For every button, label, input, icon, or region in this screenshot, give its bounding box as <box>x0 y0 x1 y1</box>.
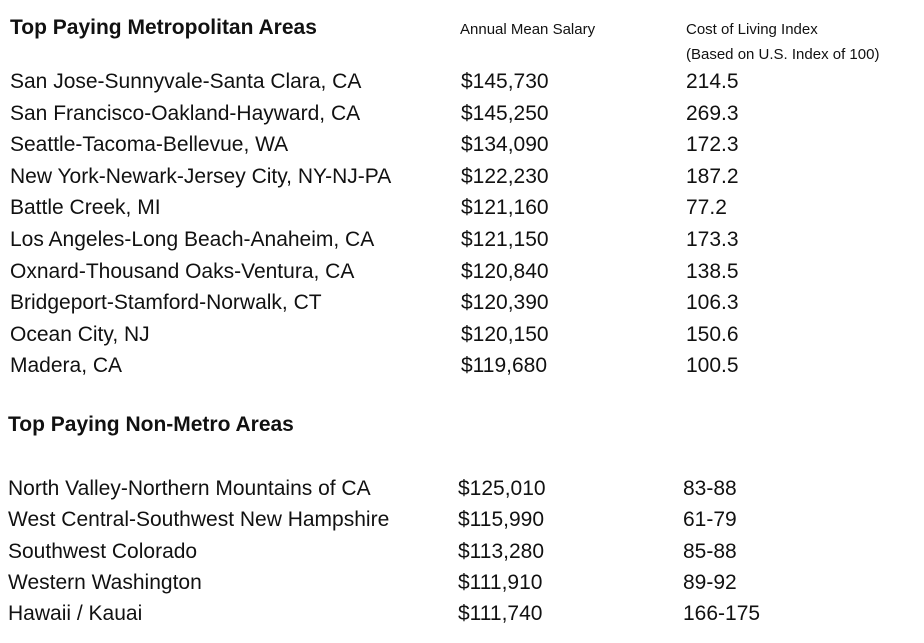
salary: $113,280 <box>458 539 545 563</box>
column-header: Cost of Living Index <box>686 21 818 38</box>
cost-index: 83-88 <box>683 477 737 500</box>
cost-index: 89-92 <box>683 570 737 594</box>
column-note: (Based on U.S. Index of 100) <box>686 46 880 63</box>
area-name: West Central-Southwest New Hampshire <box>8 508 390 532</box>
salary: $119,680 <box>461 354 548 378</box>
cost-index: 214.5 <box>686 70 739 93</box>
area-name: San Francisco-Oakland-Hayward, CA <box>10 101 361 125</box>
salary: $120,150 <box>461 322 549 346</box>
cost-index: 100.5 <box>686 354 739 378</box>
area-name: Seattle-Tacoma-Bellevue, WA <box>10 133 289 157</box>
cost-index: 150.6 <box>686 322 739 346</box>
area-name: Los Angeles-Long Beach-Anaheim, CA <box>10 228 375 251</box>
cost-index: 138.5 <box>686 259 739 283</box>
salary: $111,740 <box>458 602 543 626</box>
cost-index: 61-79 <box>683 508 737 532</box>
cost-index: 172.3 <box>686 133 739 157</box>
area-name: Southwest Colorado <box>8 539 198 563</box>
salary: $111,910 <box>458 570 543 594</box>
cost-index: 173.3 <box>686 228 739 251</box>
salary: $115,990 <box>458 508 545 532</box>
area-name: Western Washington <box>8 570 202 594</box>
salary: $121,160 <box>461 196 549 220</box>
area-name: Battle Creek, MI <box>10 196 161 220</box>
area-name: San Jose-Sunnyvale-Santa Clara, CA <box>10 70 362 93</box>
salary: $134,090 <box>461 133 549 157</box>
area-name: Oxnard-Thousand Oaks-Ventura, CA <box>10 259 355 283</box>
salary: $145,730 <box>461 70 549 93</box>
cost-index: 77.2 <box>686 196 727 220</box>
salary: $120,390 <box>461 291 549 315</box>
salary: $121,150 <box>461 228 549 251</box>
area-name: Hawaii / Kauai <box>8 602 143 626</box>
section-title: Top Paying Non-Metro Areas <box>8 413 294 436</box>
cost-index: 269.3 <box>686 101 739 125</box>
area-name: North Valley-Northern Mountains of CA <box>8 477 371 500</box>
salary: $145,250 <box>461 101 549 125</box>
cost-index: 166-175 <box>683 602 761 626</box>
salary: $120,840 <box>461 259 549 283</box>
salary: $125,010 <box>458 477 546 500</box>
cost-index: 106.3 <box>686 291 739 315</box>
area-name: Madera, CA <box>10 354 123 378</box>
section-title: Top Paying Metropolitan Areas <box>10 16 317 39</box>
area-name: Bridgeport-Stamford-Norwalk, CT <box>10 291 322 315</box>
column-header: Annual Mean Salary <box>460 21 596 38</box>
cost-index: 187.2 <box>686 164 739 188</box>
area-name: New York-Newark-Jersey City, NY-NJ-PA <box>10 164 392 188</box>
area-name: Ocean City, NJ <box>10 322 150 346</box>
cost-index: 85-88 <box>683 539 737 563</box>
salary: $122,230 <box>461 164 549 188</box>
